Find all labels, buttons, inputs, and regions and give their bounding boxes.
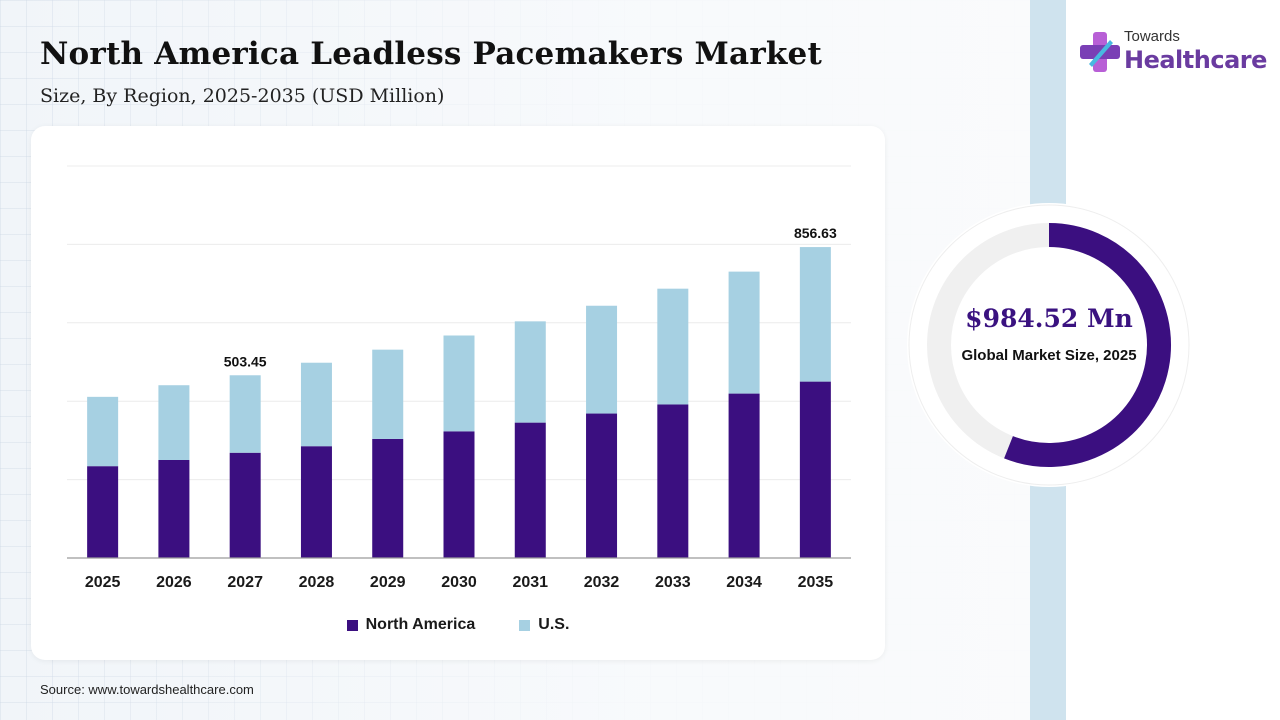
bar-us-2030 (443, 335, 475, 432)
x-tick-label: 2031 (512, 574, 548, 591)
brand-name-line1: Towards (1124, 28, 1180, 45)
bar-north-america-2031 (514, 422, 546, 558)
x-tick-label: 2034 (726, 574, 762, 591)
bar-us-2031 (514, 321, 546, 423)
x-tick-label: 2027 (227, 574, 263, 591)
x-tick-label: 2029 (370, 574, 406, 591)
global-market-value: $984.52 Mn (965, 304, 1133, 333)
bar-north-america-2029 (372, 438, 404, 558)
legend-swatch-north-america (346, 619, 358, 631)
data-label-2027: 503.45 (224, 353, 267, 369)
bar-north-america-2034 (728, 393, 760, 558)
bar-us-2029 (372, 349, 404, 439)
legend-swatch-us (519, 619, 531, 631)
legend-label-us: U.S. (538, 616, 570, 633)
page-subtitle: Size, By Region, 2025-2035 (USD Million) (40, 85, 445, 107)
donut-outer-ring (908, 204, 1190, 486)
bar-chart: 2025 2026 2027 2028 2029 2030 2031 2032 2033 2034… (67, 165, 851, 591)
x-tick-label: 2026 (156, 574, 192, 591)
bar-north-america-2028 (300, 446, 332, 558)
donut-chart (907, 203, 1191, 487)
bar-us-2035 (799, 247, 831, 382)
donut-segment (1004, 223, 1171, 467)
bar-north-america-2032 (586, 413, 618, 558)
bar-us-2028 (300, 362, 332, 447)
brand-name-line2: Healthcare (1124, 46, 1267, 74)
legend-item-us: U.S. (519, 616, 569, 634)
bar-north-america-2033 (657, 404, 689, 558)
data-label-2035: 856.63 (794, 225, 837, 241)
x-tick-label: 2033 (655, 574, 691, 591)
bar-us-2026 (158, 385, 190, 460)
bar-north-america-2035 (799, 381, 831, 558)
bar-us-2025 (87, 396, 119, 467)
legend-label-north-america: North America (365, 616, 476, 633)
bar-us-2032 (586, 305, 618, 414)
bar-us-2034 (728, 271, 760, 394)
legend-item-north-america: North America (346, 616, 476, 634)
bar-north-america-2030 (443, 431, 475, 558)
source-note: Source: www.towardshealthcare.com (40, 682, 254, 697)
brand-logo: Towards Healthcare (1080, 26, 1267, 78)
bar-north-america-2025 (87, 466, 119, 558)
chart-card: 2025 2026 2027 2028 2029 2030 2031 2032 2033 2034… (31, 126, 885, 660)
page-title: North America Leadless Pacemakers Market (40, 36, 823, 72)
x-tick-label: 2035 (798, 574, 834, 591)
x-tick-label: 2028 (299, 574, 335, 591)
x-tick-label: 2030 (441, 574, 477, 591)
medical-cross-icon (1080, 32, 1120, 72)
bar-us-2033 (657, 288, 689, 405)
x-tick-label: 2025 (85, 574, 121, 591)
bar-north-america-2026 (158, 460, 190, 558)
bar-north-america-2027 (229, 452, 261, 558)
chart-legend: North America U.S. (31, 616, 885, 634)
market-size-donut: $984.52 Mn Global Market Size, 2025 (904, 200, 1194, 490)
x-tick-label: 2032 (584, 574, 620, 591)
global-market-label: Global Market Size, 2025 (961, 347, 1137, 364)
bar-us-2027 (229, 375, 261, 453)
